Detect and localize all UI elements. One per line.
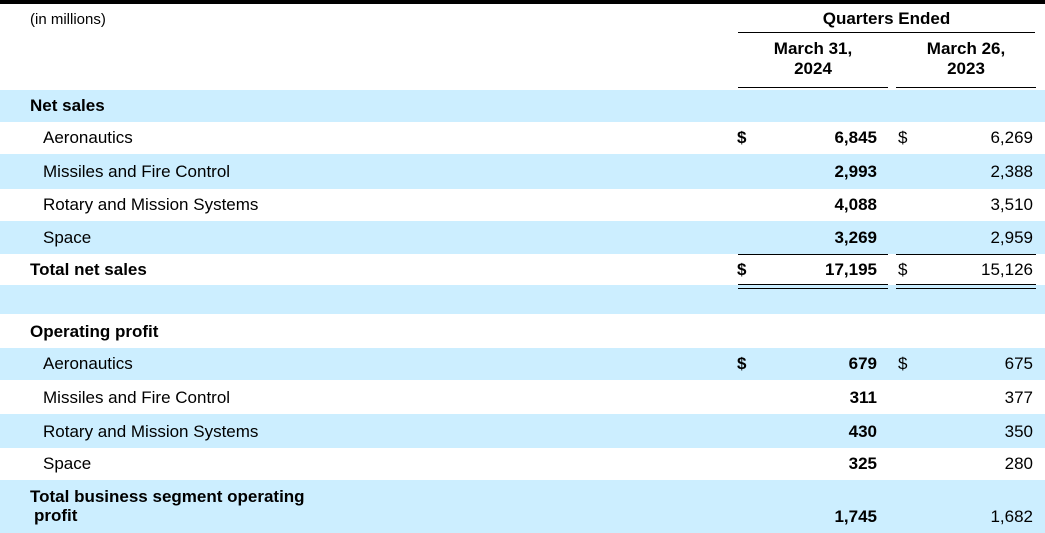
total-value-2023: 15,126	[981, 260, 1033, 279]
total-value-2024: 17,195	[825, 260, 877, 279]
total-row: Total business segment operating profit …	[0, 480, 1045, 533]
total-double-line-2023	[896, 284, 1036, 289]
currency-2024: $	[737, 260, 747, 279]
value-2023: 2,388	[990, 162, 1033, 181]
table-row: Rotary and Mission Systems 430 350	[0, 414, 1045, 448]
value-2023: 2,959	[990, 228, 1033, 247]
value-2024: 2,993	[834, 162, 877, 181]
col-header-2023: March 26, 2023	[896, 39, 1036, 79]
row-label: Space	[43, 454, 92, 473]
value-2023: 280	[1004, 454, 1033, 473]
row-label: Aeronautics	[43, 354, 133, 373]
section-title-text: Net sales	[30, 96, 105, 115]
row-label: Rotary and Mission Systems	[43, 195, 259, 214]
section-title-text: Operating profit	[30, 322, 159, 341]
table-row: Aeronautics $ 679 $ 675	[0, 348, 1045, 380]
currency-2023: $	[898, 260, 908, 279]
col-header-2023-line1: March 26,	[926, 39, 1006, 58]
table-row: Aeronautics $ 6,845 $ 6,269	[0, 122, 1045, 154]
row-label: Space	[43, 228, 92, 247]
section-title-net-sales: Net sales	[0, 90, 1045, 122]
col-header-2024: March 31, 2024	[738, 39, 888, 79]
table-row: Missiles and Fire Control 311 377	[0, 380, 1045, 414]
col-underline-2023	[896, 87, 1036, 88]
total-label: Total business segment operating profit	[30, 487, 305, 525]
subtotal-line-2024	[738, 254, 888, 255]
value-2024: 430	[848, 422, 877, 441]
col-header-2023-line2: 2023	[947, 59, 985, 78]
value-2023: 350	[1004, 422, 1033, 441]
table-header: (in millions) Quarters Ended March 31, 2…	[0, 4, 1045, 90]
section-title-operating-profit: Operating profit	[0, 314, 1045, 348]
col-header-2024-line2: 2024	[794, 59, 832, 78]
row-label: Aeronautics	[43, 128, 133, 147]
row-label: Missiles and Fire Control	[43, 388, 231, 407]
header-underline	[738, 32, 1035, 33]
value-2024: 6,845	[834, 128, 877, 147]
period-group-header: Quarters Ended	[822, 9, 951, 28]
currency-2024: $	[737, 128, 747, 147]
currency-2024: $	[737, 354, 747, 373]
subtotal-line-2023	[896, 254, 1036, 255]
total-value-2023: 1,682	[990, 507, 1033, 526]
value-2024: 311	[849, 388, 877, 407]
currency-2023: $	[898, 354, 908, 373]
currency-2023: $	[898, 128, 908, 147]
value-2023: 6,269	[990, 128, 1033, 147]
table-row: Rotary and Mission Systems 4,088 3,510	[0, 189, 1045, 221]
total-value-2024: 1,745	[834, 507, 877, 526]
row-label: Missiles and Fire Control	[43, 162, 231, 181]
units-label: (in millions)	[30, 11, 106, 28]
table-row: Space 325 280	[0, 448, 1045, 480]
value-2024: 3,269	[834, 228, 877, 247]
table-row: Missiles and Fire Control 2,993 2,388	[0, 154, 1045, 189]
value-2024: 325	[848, 454, 877, 473]
total-label-line2: profit	[34, 506, 78, 525]
col-header-2024-line1: March 31,	[773, 39, 853, 58]
total-label: Total net sales	[30, 260, 147, 279]
row-label: Rotary and Mission Systems	[43, 422, 259, 441]
spacer-row	[0, 285, 1045, 314]
total-label-line1: Total business segment operating	[30, 487, 305, 506]
value-2024: 4,088	[834, 195, 877, 214]
col-underline-2024	[738, 87, 888, 88]
value-2023: 675	[1004, 354, 1033, 373]
total-double-line-2024	[738, 284, 888, 289]
total-row: Total net sales $ 17,195 $ 15,126	[0, 255, 1045, 285]
value-2023: 3,510	[990, 195, 1033, 214]
value-2024: 679	[848, 354, 877, 373]
value-2023: 377	[1004, 388, 1033, 407]
table-row: Space 3,269 2,959	[0, 221, 1045, 254]
